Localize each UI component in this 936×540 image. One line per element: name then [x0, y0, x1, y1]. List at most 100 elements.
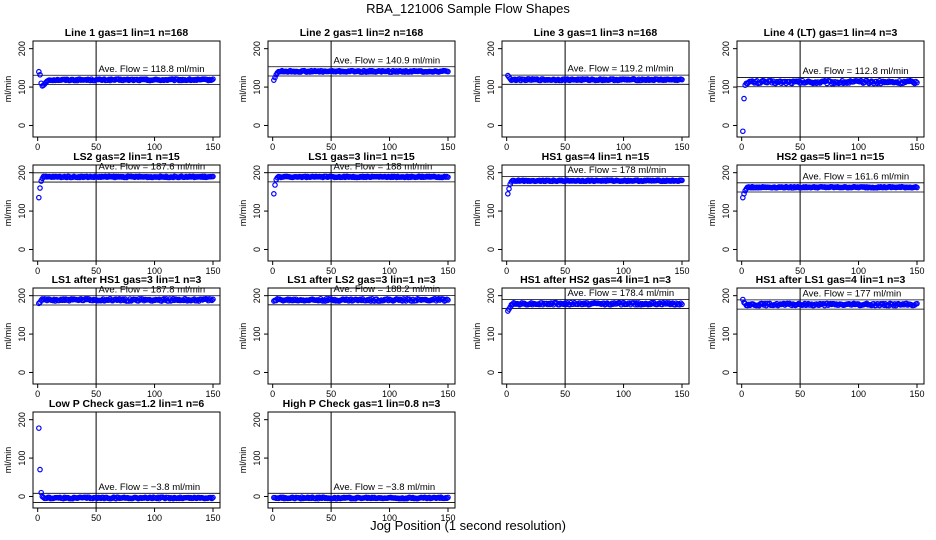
panel-title: Line 3 gas=1 lin=3 n=168: [534, 27, 658, 39]
plot-frame: [267, 40, 456, 138]
y-axis-label: ml/min: [3, 76, 13, 103]
x-tick-label: 150: [440, 513, 455, 523]
data-point: [740, 296, 746, 303]
y-tick-label: 100: [721, 80, 731, 95]
average-flow-annotation: Ave. Flow = 187.6 ml/min: [98, 161, 205, 172]
y-tick-label: 0: [252, 370, 262, 375]
y-tick-label: 0: [17, 123, 27, 128]
x-tick-label: 100: [147, 142, 162, 152]
data-point: [377, 298, 384, 304]
data-point: [445, 68, 451, 75]
x-tick-label: 0: [504, 266, 509, 276]
y-tick-label: 200: [252, 41, 262, 56]
plot-frame: [32, 287, 221, 385]
y-axis-label: ml/min: [472, 76, 482, 103]
y-tick-label: 0: [486, 247, 496, 252]
average-flow-annotation: Ave. Flow = 161.6 ml/min: [802, 171, 909, 182]
data-point: [679, 301, 685, 308]
x-tick-label: 50: [91, 142, 101, 152]
x-tick-label: 0: [35, 266, 40, 276]
data-point: [36, 194, 42, 201]
data-point: [136, 296, 143, 302]
panel-title: Line 2 gas=1 lin=2 n=168: [300, 27, 424, 39]
y-tick-label: 200: [721, 41, 731, 56]
y-tick-label: 0: [721, 123, 731, 128]
data-point: [205, 77, 212, 84]
y-tick-label: 100: [17, 451, 27, 466]
x-tick-label: 0: [35, 389, 40, 399]
x-tick-label: 150: [674, 266, 689, 276]
data-point: [834, 79, 841, 85]
average-flow-annotation: Ave. Flow = 177 ml/min: [802, 289, 901, 300]
x-tick-label: 0: [739, 266, 744, 276]
panel-title: HS1 gas=4 lin=1 n=15: [542, 151, 650, 163]
x-tick-label: 100: [382, 266, 397, 276]
y-tick-label: 0: [721, 370, 731, 375]
x-tick-label: 0: [270, 266, 275, 276]
y-axis-label: ml/min: [707, 200, 717, 227]
average-flow-annotation: Ave. Flow = 118.8 ml/min: [98, 64, 204, 75]
x-tick-label: 150: [205, 513, 220, 523]
data-point: [207, 296, 214, 303]
x-tick-label: 100: [851, 266, 866, 276]
y-tick-label: 200: [17, 288, 27, 303]
data-point: [271, 191, 277, 197]
x-tick-label: 0: [35, 513, 40, 523]
figure-x-axis-label: Jog Position (1 second resolution): [370, 518, 566, 533]
x-tick-label: 0: [739, 142, 744, 152]
plot-frame: [736, 164, 925, 262]
y-tick-label: 0: [17, 494, 27, 499]
data-point: [271, 77, 277, 83]
chart-panel: HS2 gas=5 lin=1 n=15 0 50 100 150 0 100 200 ml/m…: [707, 151, 925, 276]
average-flow-annotation: Ave. Flow = 188 ml/min: [333, 161, 432, 172]
x-tick-label: 150: [909, 389, 924, 399]
y-tick-label: 100: [252, 204, 262, 219]
x-tick-label: 50: [91, 389, 101, 399]
y-axis-label: ml/min: [3, 200, 13, 227]
data-point: [37, 466, 43, 473]
x-tick-label: 0: [739, 389, 744, 399]
x-tick-label: 150: [674, 389, 689, 399]
average-flow-annotation: Ave. Flow = 112.8 ml/min: [802, 66, 908, 77]
data-point: [741, 191, 747, 197]
x-tick-label: 0: [270, 142, 275, 152]
x-tick-label: 150: [440, 266, 455, 276]
data-point: [914, 300, 920, 307]
data-point: [678, 300, 684, 306]
data-point: [37, 185, 43, 191]
y-tick-label: 200: [721, 288, 731, 303]
data-point: [209, 297, 215, 304]
y-axis-label: ml/min: [238, 447, 248, 474]
average-flow-annotation: Ave. Flow = 140.9 ml/min: [333, 55, 440, 66]
plot-frame: [32, 40, 221, 138]
figure-title: RBA_121006 Sample Flow Shapes: [366, 1, 570, 16]
plot-frame: [736, 287, 925, 385]
data-point: [638, 301, 644, 308]
chart-panel: Line 3 gas=1 lin=3 n=168 0 50 100 150 0 100 200…: [472, 27, 690, 152]
data-point: [506, 186, 512, 192]
x-tick-label: 50: [91, 266, 101, 276]
y-tick-label: 200: [486, 41, 496, 56]
data-point: [272, 74, 278, 81]
x-tick-label: 0: [270, 389, 275, 399]
chart-panel: Line 4 (LT) gas=1 lin=4 n=3 0 50 100 150 0 100…: [707, 27, 925, 152]
average-flow-annotation: Ave. Flow = 178 ml/min: [567, 165, 666, 176]
x-tick-label: 150: [205, 266, 220, 276]
y-axis-label: ml/min: [707, 76, 717, 103]
y-tick-label: 200: [17, 165, 27, 180]
panel-title: LS2 gas=2 lin=1 n=15: [73, 151, 180, 163]
x-tick-label: 100: [382, 513, 397, 523]
y-axis-label: ml/min: [472, 200, 482, 227]
x-tick-label: 150: [205, 142, 220, 152]
chart-panel: HS1 after LS1 gas=4 lin=1 n=3 0 50 100 150 0 1…: [707, 274, 925, 399]
y-tick-label: 100: [486, 204, 496, 219]
data-point: [505, 191, 511, 197]
y-tick-label: 0: [17, 370, 27, 375]
y-tick-label: 0: [252, 247, 262, 252]
y-tick-label: 0: [17, 247, 27, 252]
x-tick-label: 150: [440, 142, 455, 152]
x-tick-label: 50: [795, 266, 805, 276]
chart-panel: HS1 after HS2 gas=4 lin=1 n=3 0 50 100 150 0 1…: [472, 274, 690, 399]
plot-frame: [32, 411, 221, 509]
y-tick-label: 100: [17, 327, 27, 342]
